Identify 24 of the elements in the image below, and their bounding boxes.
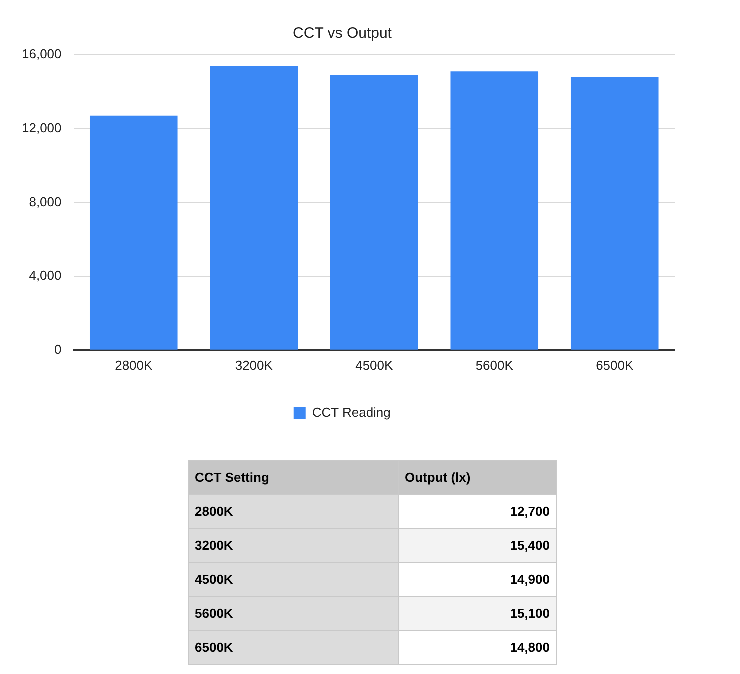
x-tick-label: 3200K [235,358,274,373]
text: 15,400 [510,538,550,553]
y-tick-label: 12,000 [22,120,62,136]
text: Output (lx) [398,460,556,494]
chart-title: CCT vs Output [293,25,393,42]
y-tick-label: 8,000 [29,194,62,210]
x-tick-label: 5600K [476,358,514,373]
category-label: 4500K [195,572,234,587]
x-tick-label: 6500K [596,358,634,373]
category-label: 5600K [195,606,234,621]
category-label: 2800K [195,504,234,519]
legend-label: CCT Reading [312,405,391,420]
category-label: 6500K [195,640,234,655]
y-tick-label: 0 [54,342,62,357]
text: 14,800 [510,640,550,655]
text: 14,900 [510,572,550,587]
y-tick-label: 4,000 [29,268,62,284]
text: 15,100 [510,606,550,621]
text: CCT Setting [188,460,398,494]
x-tick-label: 4500K [356,358,394,373]
y-tick-label: 16,000 [22,46,62,62]
text: 12,700 [510,504,550,519]
category-label: 3200K [195,538,234,553]
x-tick-label: 2800K [115,358,154,373]
